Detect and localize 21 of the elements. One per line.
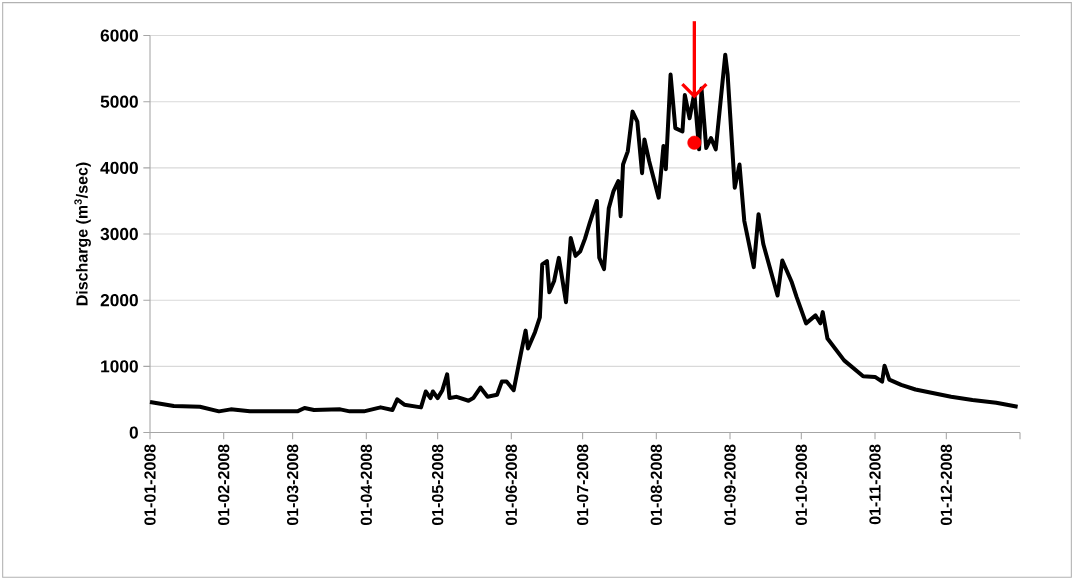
y-tick-label: 0 [129, 426, 138, 439]
y-tick-label: 6000 [100, 29, 138, 42]
x-tick-label: 01-02-2008 [218, 444, 230, 526]
x-tick-label: 01-12-2008 [940, 444, 952, 526]
x-tick-label: 01-04-2008 [360, 444, 372, 526]
y-tick-label: 3000 [100, 227, 138, 241]
line-series [148, 52, 1020, 414]
y-tick-label: 2000 [100, 294, 138, 307]
x-tick-label: 01-09-2008 [724, 444, 736, 526]
y-axis-title: Discharge (m$^{3}$/sec) [74, 162, 91, 306]
y-tick-label: 5000 [100, 95, 138, 108]
y-tick-label: 4000 [100, 161, 138, 174]
y-tick-label: 1000 [101, 360, 138, 373]
x-tick-label: 01-10-2008 [795, 444, 807, 526]
x-tick-label: 01-11-2008 [869, 444, 881, 525]
x-tick-label: 01-03-2008 [286, 444, 299, 526]
x-tick-label: 01-05-2008 [431, 444, 444, 526]
x-tick-label: 01-01-2008 [144, 444, 156, 526]
x-tick-label: 01-08-2008 [650, 444, 662, 526]
x-tick-label: 01-07-2008 [576, 444, 589, 526]
x-tick-label: 01-06-2008 [505, 444, 517, 526]
